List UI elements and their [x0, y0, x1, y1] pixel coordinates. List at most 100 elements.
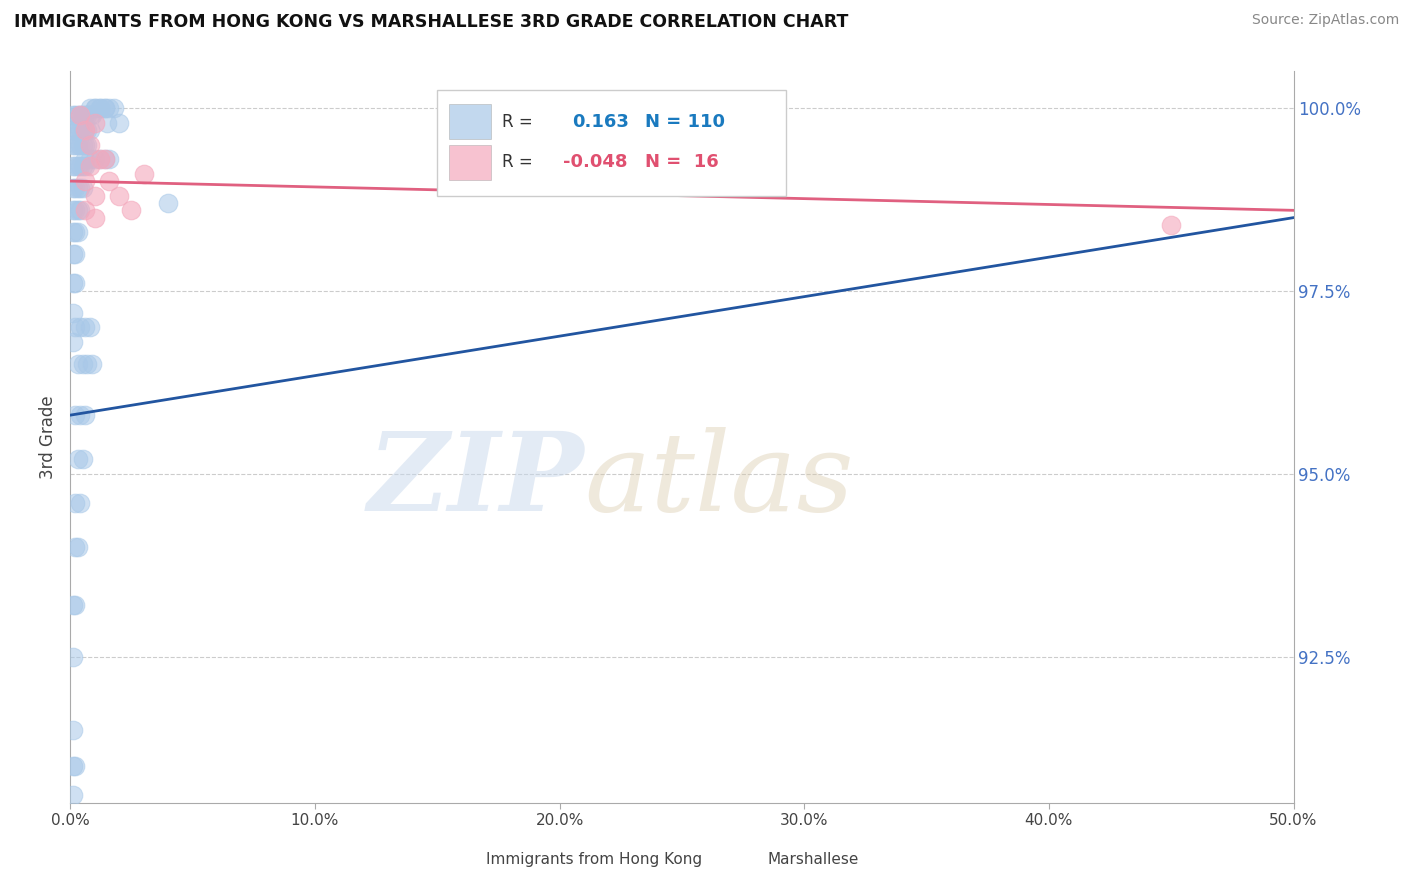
- Point: [73, 152, 96, 166]
- Point: [69, 108, 91, 122]
- Text: Marshallese: Marshallese: [768, 852, 859, 867]
- Point: [79, 160, 101, 174]
- Point: [89, 101, 111, 115]
- Point: [76, 357, 98, 371]
- Point: [93, 101, 115, 115]
- Point: [157, 196, 180, 211]
- Point: [98, 101, 121, 115]
- FancyBboxPatch shape: [441, 846, 479, 872]
- Point: [69, 108, 91, 122]
- Text: IMMIGRANTS FROM HONG KONG VS MARSHALLESE 3RD GRADE CORRELATION CHART: IMMIGRANTS FROM HONG KONG VS MARSHALLESE…: [14, 13, 848, 31]
- Point: [69, 320, 91, 334]
- Text: Source: ZipAtlas.com: Source: ZipAtlas.com: [1251, 13, 1399, 28]
- Point: [69, 181, 91, 195]
- Point: [66, 181, 89, 195]
- Point: [63, 247, 86, 261]
- Point: [1160, 218, 1182, 232]
- Point: [62, 723, 84, 737]
- Point: [76, 137, 98, 152]
- Point: [63, 203, 86, 218]
- Point: [63, 599, 86, 613]
- Point: [63, 408, 86, 422]
- Point: [96, 115, 118, 129]
- Point: [62, 599, 84, 613]
- Text: -0.048: -0.048: [564, 153, 627, 171]
- Point: [63, 277, 86, 291]
- Point: [73, 320, 96, 334]
- Point: [72, 123, 94, 137]
- Y-axis label: 3rd Grade: 3rd Grade: [39, 395, 58, 479]
- Point: [66, 540, 89, 554]
- Point: [83, 188, 105, 202]
- Point: [73, 160, 96, 174]
- Point: [73, 203, 96, 218]
- Point: [63, 181, 86, 195]
- Point: [93, 152, 115, 166]
- Point: [108, 115, 131, 129]
- Text: R =: R =: [502, 112, 533, 131]
- Point: [63, 137, 86, 152]
- Text: R =: R =: [502, 153, 533, 171]
- Point: [63, 496, 86, 510]
- Point: [76, 123, 98, 137]
- Point: [62, 225, 84, 239]
- Point: [63, 225, 86, 239]
- Point: [62, 123, 84, 137]
- Point: [66, 137, 89, 152]
- Point: [69, 137, 91, 152]
- Point: [63, 108, 86, 122]
- Point: [89, 101, 111, 115]
- Point: [72, 160, 94, 174]
- Point: [66, 203, 89, 218]
- Text: atlas: atlas: [583, 427, 853, 534]
- Point: [62, 759, 84, 773]
- Point: [73, 108, 96, 122]
- Point: [121, 203, 143, 218]
- Point: [83, 101, 105, 115]
- Point: [89, 152, 111, 166]
- Point: [76, 108, 98, 122]
- Point: [62, 277, 84, 291]
- Point: [66, 452, 89, 467]
- Point: [79, 320, 101, 334]
- Point: [83, 101, 105, 115]
- Point: [98, 174, 121, 188]
- FancyBboxPatch shape: [450, 145, 491, 179]
- Point: [69, 408, 91, 422]
- Point: [103, 101, 125, 115]
- Point: [73, 123, 96, 137]
- Point: [83, 115, 105, 129]
- Point: [72, 137, 94, 152]
- Point: [79, 108, 101, 122]
- Text: 0.163: 0.163: [572, 112, 628, 131]
- Point: [79, 101, 101, 115]
- Point: [82, 108, 104, 122]
- Point: [63, 540, 86, 554]
- Point: [72, 181, 94, 195]
- Point: [82, 357, 104, 371]
- FancyBboxPatch shape: [723, 846, 762, 872]
- Point: [62, 789, 84, 803]
- Point: [98, 152, 121, 166]
- Point: [79, 152, 101, 166]
- Point: [63, 759, 86, 773]
- Point: [63, 160, 86, 174]
- Point: [93, 101, 115, 115]
- Point: [62, 108, 84, 122]
- Point: [72, 452, 94, 467]
- Text: ZIP: ZIP: [367, 427, 583, 534]
- Point: [62, 306, 84, 320]
- Point: [66, 108, 89, 122]
- Point: [69, 496, 91, 510]
- Point: [66, 123, 89, 137]
- Point: [89, 152, 111, 166]
- Point: [63, 123, 86, 137]
- Text: Immigrants from Hong Kong: Immigrants from Hong Kong: [486, 852, 703, 867]
- Point: [73, 408, 96, 422]
- Point: [66, 357, 89, 371]
- Point: [66, 225, 89, 239]
- Point: [79, 123, 101, 137]
- Point: [72, 108, 94, 122]
- Point: [79, 137, 101, 152]
- Point: [73, 123, 96, 137]
